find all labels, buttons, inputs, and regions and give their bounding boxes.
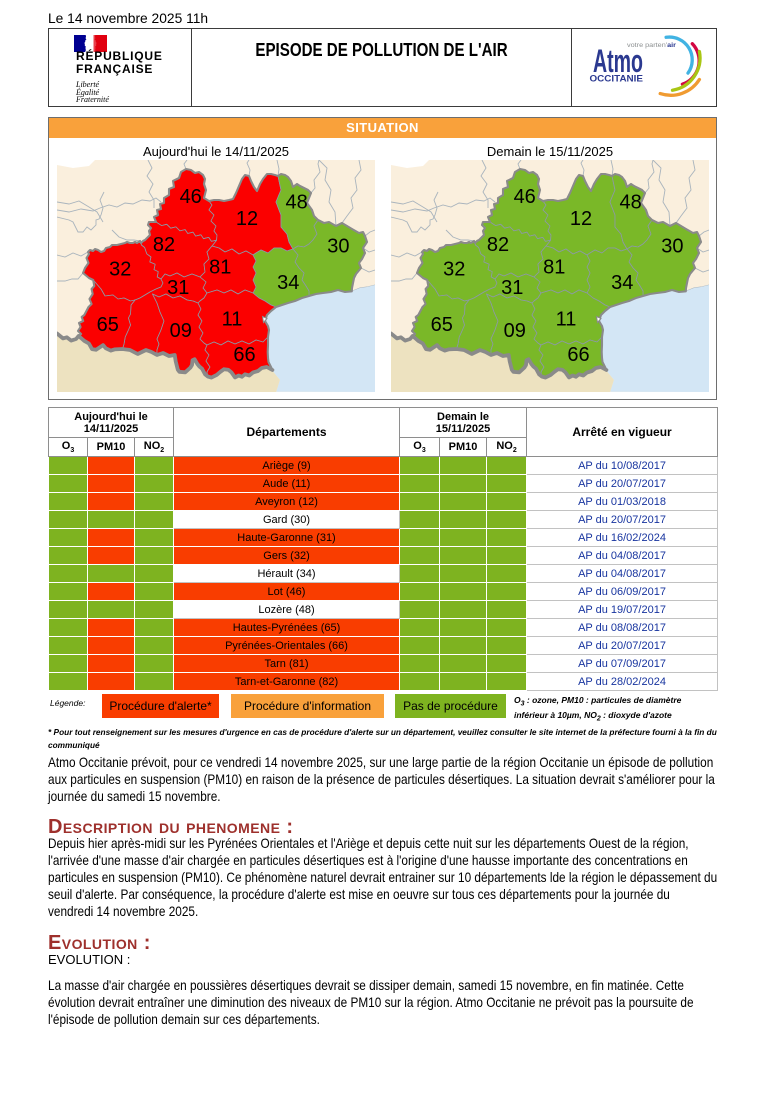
svg-text:OCCITANIE: OCCITANIE <box>590 74 644 85</box>
svg-text:votre parten'air: votre parten' air <box>627 42 677 49</box>
svg-text:Atmo: Atmo <box>593 43 643 79</box>
